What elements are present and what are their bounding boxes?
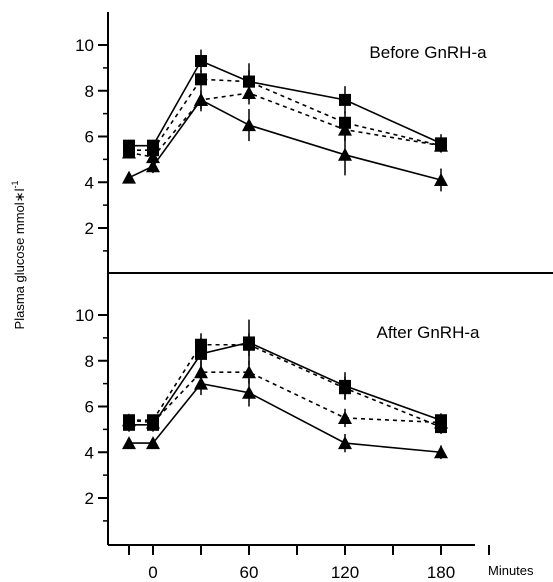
data-point-triangle bbox=[434, 415, 448, 429]
data-point-triangle bbox=[338, 410, 352, 424]
data-point-triangle bbox=[146, 415, 160, 429]
data-point-triangle bbox=[434, 138, 448, 152]
y-tick-label: 2 bbox=[85, 489, 94, 508]
series-3 bbox=[122, 372, 448, 460]
y-tick-label: 6 bbox=[85, 398, 94, 417]
data-point-triangle bbox=[146, 159, 160, 173]
data-point-square bbox=[195, 338, 207, 351]
x-tick-label: 120 bbox=[331, 563, 359, 582]
data-point-triangle bbox=[338, 122, 352, 136]
panel-title: After GnRH-a bbox=[377, 323, 481, 342]
panel-title: Before GnRH-a bbox=[369, 43, 487, 62]
series-line bbox=[129, 382, 442, 454]
data-point-triangle bbox=[242, 118, 256, 132]
y-tick-label: 8 bbox=[85, 352, 94, 371]
data-point-triangle bbox=[194, 376, 208, 390]
data-point-triangle bbox=[122, 145, 136, 159]
data-point-square bbox=[195, 73, 207, 86]
y-tick-label: 10 bbox=[75, 306, 94, 325]
data-point-triangle bbox=[146, 436, 160, 450]
data-point-triangle bbox=[122, 413, 136, 427]
series-line bbox=[128, 98, 442, 181]
axes: 2 4 6 8 10 2 4 6 8 10 bbox=[75, 12, 553, 545]
series-2 bbox=[122, 81, 448, 164]
x-tick-label: 180 bbox=[427, 563, 455, 582]
data-point-square bbox=[195, 55, 207, 68]
data-point-square bbox=[243, 338, 255, 351]
data-point-square bbox=[339, 93, 351, 106]
series-2 bbox=[122, 360, 448, 430]
panel-after: After GnRH-a bbox=[122, 319, 481, 460]
panel-before: Before GnRH-a bbox=[122, 43, 487, 192]
x-axis-unit-label: Minutes bbox=[488, 563, 534, 578]
y-tick-label: 6 bbox=[85, 128, 94, 147]
x-tick-label: 0 bbox=[148, 563, 157, 582]
series-line bbox=[129, 78, 442, 152]
series-0 bbox=[123, 49, 447, 153]
data-point-triangle bbox=[338, 436, 352, 450]
data-point-triangle bbox=[242, 385, 256, 399]
series-line bbox=[128, 92, 442, 158]
x-tick-label: 60 bbox=[240, 563, 259, 582]
y-axis-title: Plasma glucose mmol∗l-1 bbox=[10, 181, 27, 330]
data-point-triangle bbox=[434, 445, 448, 459]
y-tick-label: 10 bbox=[75, 36, 94, 55]
x-axis: 0 60 120 180 bbox=[108, 544, 490, 582]
y-tick-label: 4 bbox=[85, 173, 94, 192]
data-point-triangle bbox=[194, 365, 208, 379]
data-point-triangle bbox=[242, 86, 256, 100]
data-point-square bbox=[339, 382, 351, 395]
y-tick-label: 8 bbox=[85, 82, 94, 101]
data-point-triangle bbox=[122, 436, 136, 450]
data-point-triangle bbox=[122, 170, 136, 184]
y-tick-label: 4 bbox=[85, 443, 94, 462]
data-point-triangle bbox=[434, 172, 448, 186]
data-point-triangle bbox=[338, 147, 352, 161]
y-tick-label: 2 bbox=[85, 219, 94, 238]
series-3 bbox=[122, 88, 448, 192]
series-line bbox=[128, 371, 442, 424]
data-point-triangle bbox=[146, 150, 160, 164]
data-point-triangle bbox=[194, 92, 208, 106]
data-point-triangle bbox=[242, 365, 256, 379]
series-line bbox=[129, 59, 442, 147]
